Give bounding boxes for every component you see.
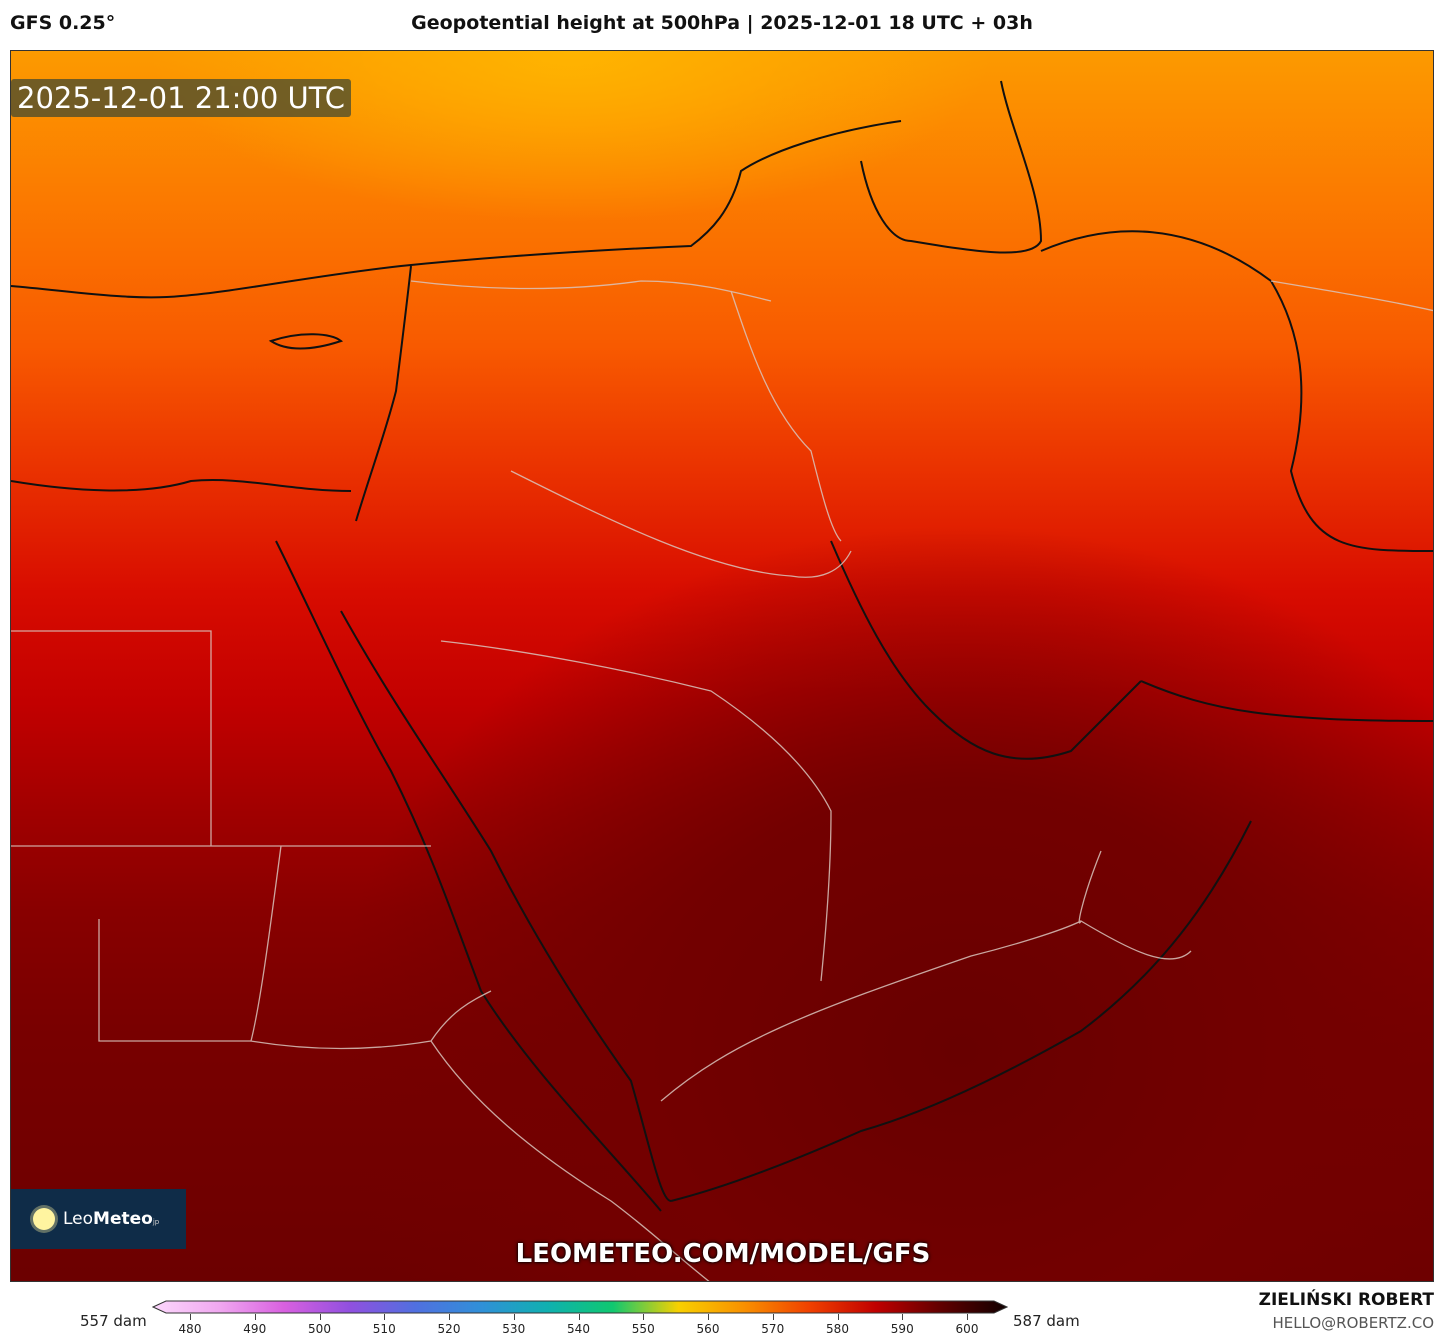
- colorbar-tick-mark: [837, 1314, 839, 1320]
- colorbar-tick-label: 550: [631, 1322, 655, 1336]
- colorbar-tick-label: 480: [178, 1322, 202, 1336]
- colorbar-tick-mark: [319, 1314, 321, 1320]
- colorbar-tick-label: 490: [243, 1322, 267, 1336]
- country-border-saudi-iraq: [510, 470, 852, 578]
- country-border-ethiopia: [430, 1040, 710, 1281]
- coastline-iran-south: [1140, 680, 1433, 722]
- colorbar-tick-mark: [190, 1314, 191, 1320]
- url-watermark: LEOMETEO.COM/MODEL/GFS: [515, 1239, 931, 1269]
- country-border-oman: [1078, 850, 1192, 960]
- colorbar-tick-label: 560: [696, 1322, 720, 1336]
- coastline-red-sea: [275, 540, 662, 1212]
- colorbar: [152, 1300, 1008, 1314]
- model-name: GFS 0.25°: [10, 12, 116, 34]
- leometeo-logo[interactable]: LeoMeteojp: [11, 1189, 186, 1249]
- coastline-cyprus: [268, 333, 344, 350]
- colorbar-tick-mark: [902, 1314, 904, 1320]
- coastline-gulf: [830, 540, 1142, 760]
- country-border-sudan: [250, 845, 492, 1050]
- colorbar-tick-label: 580: [826, 1322, 849, 1336]
- colorbar-tick-mark: [967, 1314, 968, 1320]
- country-border-saudi-yemen: [660, 920, 1082, 1102]
- author-email: HELLO@ROBERTZ.CO: [1272, 1314, 1434, 1332]
- country-border-turkey-syria: [410, 280, 772, 302]
- coastline-arabia-south: [670, 820, 1252, 1202]
- colorbar-tick-label: 510: [372, 1322, 396, 1336]
- country-border-chad: [98, 919, 251, 1042]
- sun-icon: [33, 1208, 55, 1230]
- colorbar-tick-label: 600: [955, 1322, 979, 1336]
- colorbar-tick-mark: [708, 1314, 709, 1320]
- logo-text: LeoMeteojp: [63, 1209, 160, 1229]
- coastline-levant: [355, 265, 412, 522]
- colorbar-min-label: 557 dam: [80, 1312, 147, 1330]
- colorbar-tick-label: 570: [761, 1322, 785, 1336]
- region-border-saudi: [440, 640, 832, 982]
- colorbar-gradient: [152, 1300, 1008, 1314]
- coastline-caspian: [860, 80, 1043, 254]
- valid-time-label: 2025-12-01 21:00 UTC: [11, 79, 352, 117]
- country-border-iran: [1040, 230, 1433, 552]
- colorbar-tick-mark: [578, 1314, 580, 1320]
- coastline-turkey: [11, 120, 902, 299]
- weather-map[interactable]: 2025-12-01 21:00 UTC LeoMeteojp LEOMETEO…: [10, 50, 1434, 1282]
- country-border-iraq-iran: [730, 290, 842, 542]
- colorbar-tick-label: 530: [502, 1322, 526, 1336]
- colorbar-tick-mark: [384, 1314, 386, 1320]
- colorbar-tick-mark: [254, 1314, 256, 1320]
- country-border-libya-egypt: [11, 630, 212, 846]
- colorbar-tick-mark: [643, 1314, 645, 1320]
- chart-title: Geopotential height at 500hPa | 2025-12-…: [411, 12, 1033, 34]
- colorbar-tick-mark: [449, 1314, 450, 1320]
- coastline-red-sea-east: [340, 610, 672, 1202]
- colorbar-tick-label: 590: [890, 1322, 914, 1336]
- coastline-egypt: [11, 478, 352, 492]
- colorbar-max-label: 587 dam: [1013, 1312, 1080, 1330]
- colorbar-tick-mark: [513, 1314, 515, 1320]
- borders-layer: [11, 80, 1433, 1281]
- colorbar-tick-label: 520: [437, 1322, 461, 1336]
- author-credit: ZIELIŃSKI ROBERT: [1258, 1290, 1434, 1310]
- country-border-afghanistan: [1270, 280, 1433, 312]
- colorbar-tick-label: 540: [567, 1322, 590, 1336]
- colorbar-tick-label: 500: [308, 1322, 331, 1336]
- colorbar-tick-mark: [772, 1314, 774, 1320]
